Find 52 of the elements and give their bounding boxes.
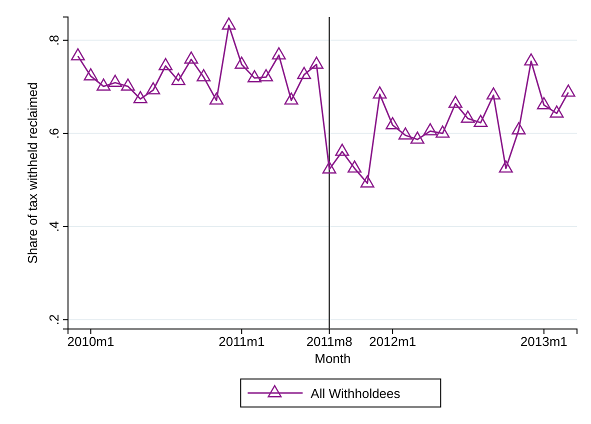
point xyxy=(474,114,488,128)
legend-label: All Withholdees xyxy=(310,386,401,401)
point xyxy=(297,66,312,80)
point xyxy=(410,131,424,144)
x-tick-label: 2011m8 xyxy=(306,334,352,350)
point xyxy=(436,125,450,138)
point xyxy=(386,117,400,130)
point xyxy=(184,51,198,64)
point xyxy=(120,78,135,91)
x-axis-title: Month xyxy=(314,351,351,366)
point xyxy=(360,175,374,188)
point xyxy=(372,86,387,99)
x-tick-label: 2011m1 xyxy=(218,334,265,350)
point xyxy=(524,53,538,66)
point xyxy=(423,123,438,136)
point xyxy=(448,96,462,108)
point xyxy=(158,58,173,70)
y-axis-title: Share of tax withheld reclaimed xyxy=(25,82,40,264)
y-tick-label: .2 xyxy=(46,314,62,326)
x-tick-label: 2012m1 xyxy=(369,334,416,350)
point xyxy=(309,56,324,69)
point xyxy=(247,70,262,82)
point xyxy=(108,74,122,87)
point xyxy=(96,78,111,91)
point xyxy=(171,72,186,86)
point xyxy=(486,87,500,100)
y-tick-label: .6 xyxy=(46,128,62,139)
point xyxy=(259,69,274,82)
point xyxy=(222,17,236,30)
point xyxy=(398,127,412,140)
point xyxy=(209,92,224,105)
point xyxy=(234,56,249,69)
x-tick-label: 2013m1 xyxy=(520,334,568,350)
point xyxy=(561,84,576,97)
point xyxy=(512,122,526,134)
y-tick-label: .4 xyxy=(46,221,62,232)
point xyxy=(348,160,362,173)
point xyxy=(70,48,85,60)
point xyxy=(322,161,336,174)
point xyxy=(196,69,211,82)
point xyxy=(146,82,160,94)
point xyxy=(284,92,298,105)
point xyxy=(460,110,475,123)
point xyxy=(498,160,513,173)
point xyxy=(335,144,350,156)
point xyxy=(84,68,98,80)
x-tick-label: 2010m1 xyxy=(67,334,114,350)
point xyxy=(550,105,564,118)
y-tick-label: .8 xyxy=(46,34,62,46)
point xyxy=(536,97,551,110)
point xyxy=(133,90,148,104)
point xyxy=(272,47,286,60)
